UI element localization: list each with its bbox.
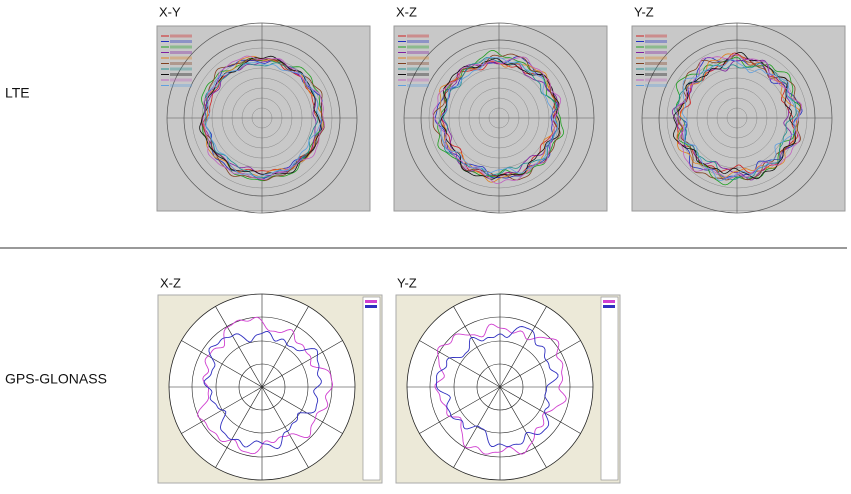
legend-box <box>600 296 619 481</box>
legend-entry <box>170 34 192 38</box>
legend-entry <box>170 67 192 71</box>
spoke <box>419 340 581 434</box>
legend-entry <box>407 78 429 82</box>
plot-title: X-Z <box>396 4 417 19</box>
trace <box>681 59 800 181</box>
trace <box>432 53 561 181</box>
trace <box>675 53 803 180</box>
legend-entry <box>645 84 667 87</box>
trace <box>673 51 797 180</box>
legend-entry <box>645 56 667 60</box>
panels <box>156 22 846 484</box>
trace <box>677 54 802 181</box>
legend-entry <box>170 78 192 82</box>
legend-entry <box>407 67 429 71</box>
legend-entry <box>645 34 667 38</box>
plot-title: X-Z <box>160 275 181 290</box>
legend-entry <box>170 62 192 65</box>
legend-entry <box>407 45 429 49</box>
trace <box>440 58 561 180</box>
legend-entry <box>170 51 192 54</box>
trace <box>434 323 567 455</box>
legend-entry <box>407 51 429 54</box>
legend-entry <box>645 62 667 65</box>
legend-entry <box>603 305 615 308</box>
trace <box>435 326 559 448</box>
legend-entry <box>407 84 429 87</box>
plot-title: X-Y <box>159 4 181 19</box>
trace <box>432 56 562 185</box>
legend-entry <box>170 84 192 87</box>
legend-entry <box>407 73 429 76</box>
section-label: LTE <box>5 85 30 101</box>
polar-plot <box>156 22 371 214</box>
polar-plot <box>393 22 608 214</box>
legend-entry <box>407 56 429 60</box>
trace <box>197 316 334 455</box>
legend-entry <box>645 40 667 43</box>
trace <box>205 62 322 178</box>
section-label: GPS-GLONASS <box>5 371 107 387</box>
legend-entry <box>170 73 192 76</box>
legend-entry <box>407 62 429 65</box>
legend-entry <box>170 45 192 49</box>
plot-title: Y-Z <box>397 275 417 290</box>
legend-entry <box>365 300 377 303</box>
spoke <box>181 340 343 434</box>
trace <box>203 331 322 450</box>
polar-plot <box>157 293 383 484</box>
legend-entry <box>645 45 667 49</box>
trace <box>439 56 559 174</box>
legend-entry <box>645 51 667 54</box>
trace <box>201 57 325 181</box>
legend-entry <box>407 34 429 38</box>
legend-entry <box>645 78 667 82</box>
legend-entry <box>645 73 667 76</box>
legend-entry <box>365 305 377 308</box>
legend-entry <box>645 67 667 71</box>
legend-entry <box>603 300 615 303</box>
legend-entry <box>170 40 192 43</box>
trace <box>671 58 792 181</box>
plot-title: Y-Z <box>634 4 654 19</box>
polar-plot <box>631 22 846 214</box>
legend-box <box>362 296 381 481</box>
trace <box>443 56 559 176</box>
legend-entry <box>407 40 429 43</box>
legend-entry <box>170 56 192 60</box>
polar-plot <box>395 293 621 484</box>
trace <box>202 55 325 181</box>
